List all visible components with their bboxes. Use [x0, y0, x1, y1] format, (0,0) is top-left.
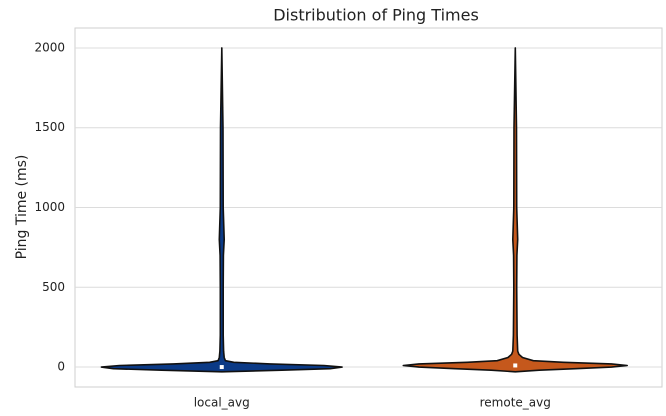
y-tick-label: 500: [42, 280, 65, 294]
y-tick-label: 0: [57, 360, 65, 374]
y-tick-label: 2000: [34, 40, 65, 54]
median-marker: [219, 365, 224, 370]
violin: [100, 47, 343, 373]
y-tick-label: 1500: [34, 120, 65, 134]
x-tick-label: local_avg: [194, 396, 250, 410]
median-marker: [513, 363, 518, 368]
x-tick-label: remote_avg: [480, 396, 551, 410]
y-axis-label: Ping Time (ms): [14, 155, 30, 260]
violin: [402, 47, 628, 373]
y-tick-label: 1000: [34, 200, 65, 214]
chart-title: Distribution of Ping Times: [273, 6, 479, 25]
